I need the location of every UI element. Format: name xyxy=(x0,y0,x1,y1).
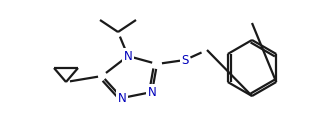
Text: N: N xyxy=(124,50,132,62)
Text: N: N xyxy=(148,86,156,99)
Text: N: N xyxy=(118,92,126,104)
Text: S: S xyxy=(181,53,189,66)
